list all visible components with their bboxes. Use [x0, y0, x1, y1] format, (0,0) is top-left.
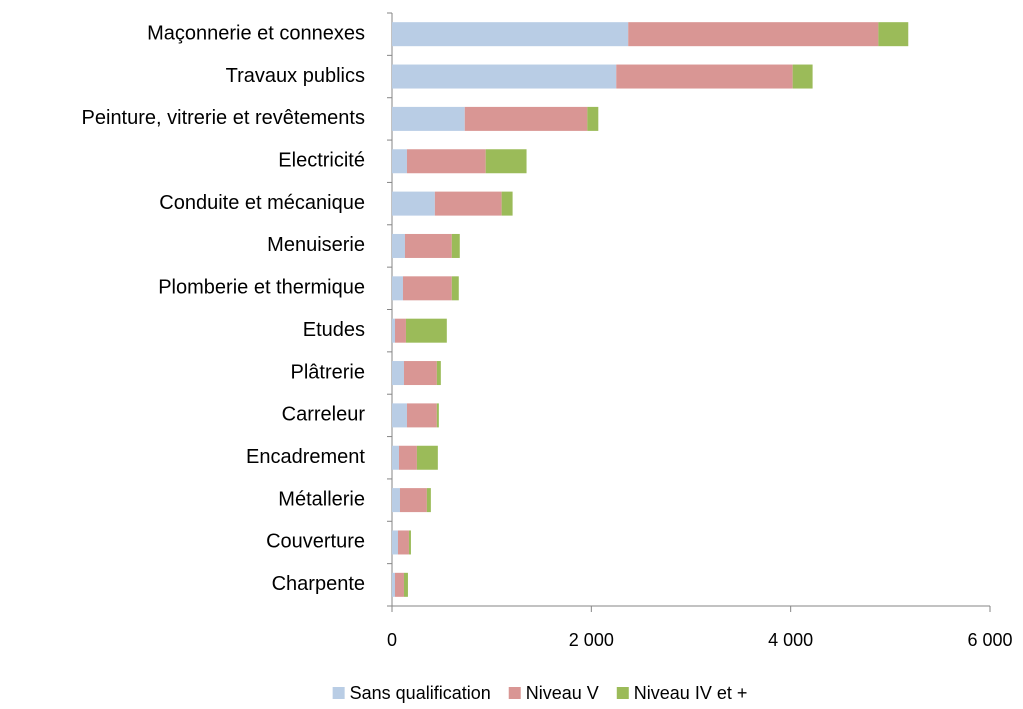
bar-segment [501, 191, 513, 216]
legend-swatch [332, 687, 345, 699]
bar-segment [404, 233, 452, 258]
bar-segment [397, 530, 409, 555]
bar-segment [392, 403, 407, 428]
bar-segment [792, 64, 813, 89]
bar-segment [406, 149, 486, 174]
bar-segment [392, 361, 404, 386]
bar-segment [392, 445, 399, 470]
legend-swatch [508, 687, 521, 699]
bar-segment [392, 233, 405, 258]
bar-segment [392, 191, 435, 216]
bar-segment [392, 64, 617, 89]
y-tick-label: Etudes [303, 319, 365, 341]
legend-label: Sans qualification [350, 683, 491, 703]
bar-segment [403, 361, 437, 386]
bar-segment [392, 530, 398, 555]
y-tick-label: Plomberie et thermique [158, 277, 365, 299]
x-tick-label: 0 [387, 630, 397, 650]
x-tick-label: 6 000 [967, 630, 1012, 650]
bar-segment [436, 403, 439, 428]
bar-segment [394, 572, 404, 597]
legend: Sans qualification Niveau V Niveau IV et + [332, 683, 748, 703]
y-tick-label: Plâtrerie [291, 361, 365, 383]
bar-segment [398, 445, 417, 470]
y-tick-label: Carreleur [282, 404, 366, 426]
bar-segment [402, 276, 452, 301]
bar-segment [405, 318, 447, 343]
y-tick-label: Electricité [278, 150, 365, 172]
bar-segment [485, 149, 527, 174]
bar-segment [399, 488, 427, 513]
bar-segment [628, 22, 879, 47]
x-tick-label: 4 000 [768, 630, 813, 650]
bar-segment [464, 106, 588, 131]
y-tick-label: Menuiserie [267, 234, 365, 256]
bar-segment [392, 572, 395, 597]
legend-swatch [616, 687, 629, 699]
bar-segment [436, 361, 441, 386]
y-tick-label: Maçonnerie et connexes [147, 22, 365, 44]
bar-segment [392, 22, 629, 47]
y-tick-label: Couverture [266, 531, 365, 553]
x-tick-label: 2 000 [569, 630, 614, 650]
bar-segment [616, 64, 793, 89]
bar-segment [878, 22, 909, 47]
y-tick-label: Travaux publics [226, 65, 365, 87]
legend-label: Niveau IV et + [634, 683, 748, 703]
bar-segment [434, 191, 502, 216]
bar-segment [451, 276, 459, 301]
bar-segment [426, 488, 431, 513]
bar-segment [408, 530, 411, 555]
bar-segment [587, 106, 599, 131]
y-tick-label: Encadrement [246, 446, 365, 468]
y-tick-label: Métallerie [278, 488, 365, 510]
bar-segment [392, 149, 407, 174]
bar-segment [406, 403, 437, 428]
bar-segment [394, 318, 406, 343]
bar-segment [392, 276, 403, 301]
y-tick-label: Peinture, vitrerie et revêtements [82, 107, 365, 129]
bar-segment [451, 233, 460, 258]
bar-segment [416, 445, 438, 470]
y-tick-label: Charpente [272, 573, 365, 595]
bar-segment [392, 318, 395, 343]
bar-segment [403, 572, 408, 597]
bar-segment [392, 488, 400, 513]
y-tick-label: Conduite et mécanique [159, 192, 365, 214]
legend-label: Niveau V [526, 683, 599, 703]
bar-segment [392, 106, 465, 131]
